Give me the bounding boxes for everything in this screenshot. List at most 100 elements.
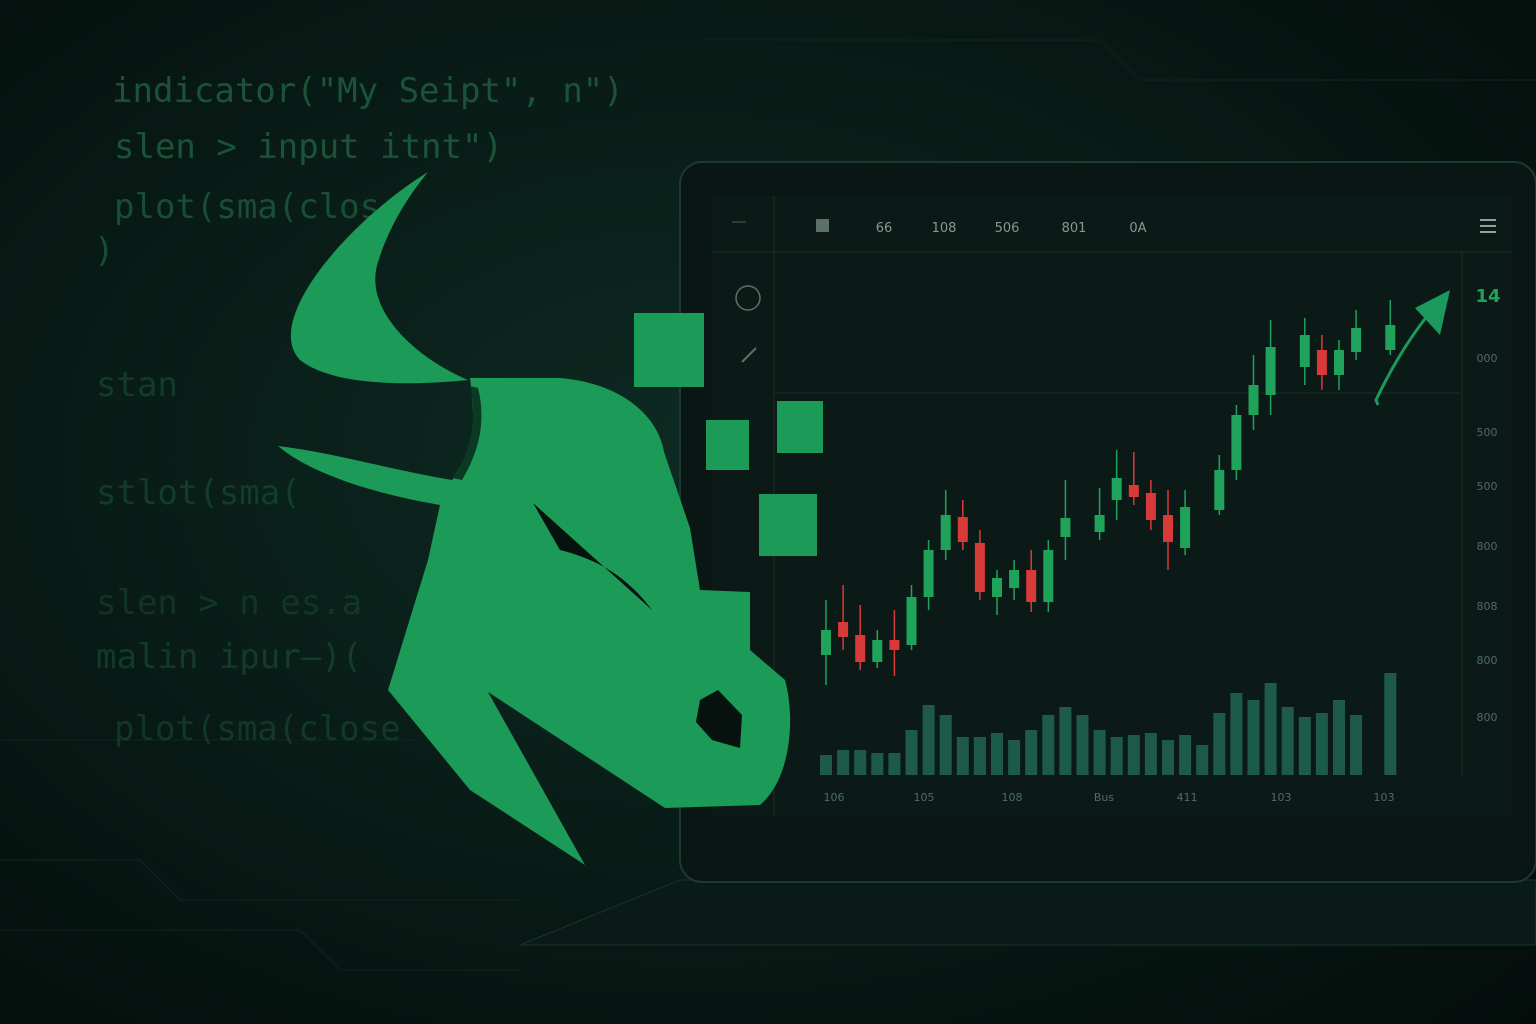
candle-body (821, 630, 831, 655)
toolbar: 66 108 506 801 0A (876, 221, 1147, 236)
volume-bar (1008, 740, 1021, 775)
toolbar-item[interactable]: 0A (1129, 221, 1146, 236)
candle-body (1214, 470, 1225, 510)
volume-bar (1076, 715, 1089, 775)
candle-body (923, 550, 934, 597)
candle-body (906, 597, 917, 645)
volume-bar (956, 737, 969, 775)
tool-icon[interactable] (741, 347, 757, 363)
volume-bar (820, 755, 832, 775)
volume-bar (1264, 683, 1277, 775)
volume-bar (1127, 735, 1140, 775)
volume-bar (1281, 707, 1294, 775)
volume-bar (1110, 737, 1123, 775)
volume-bar (1179, 735, 1192, 775)
candle-body (992, 578, 1002, 597)
axis-label: 800 (1477, 711, 1498, 724)
candle-body (1248, 385, 1259, 415)
candle-body (1299, 335, 1310, 367)
volume-bar (1333, 700, 1345, 775)
candle-body (1009, 570, 1020, 588)
volume-bar (905, 730, 918, 775)
volume-bar (973, 737, 986, 775)
candle-body (1145, 493, 1156, 520)
candle-body (1026, 570, 1037, 602)
axis-label: 808 (1477, 600, 1498, 613)
volume-bar (888, 753, 901, 775)
tool-icon[interactable] (735, 285, 761, 311)
axis-label: 800 (1477, 654, 1498, 667)
candle-body (1385, 325, 1396, 350)
x-axis-label: 105 (914, 791, 935, 804)
candle-body (1316, 350, 1327, 375)
axis-label: 800 (1477, 540, 1498, 553)
volume-bar (1230, 693, 1243, 775)
toolbar-item[interactable]: 108 (932, 221, 957, 236)
volume-bar (837, 750, 850, 775)
candle-body (1265, 347, 1276, 395)
axis-label: 000 (1477, 352, 1498, 365)
candle-body (855, 635, 866, 662)
candle-body (1043, 550, 1054, 602)
volume-bar (991, 733, 1003, 775)
bull-horn-shadow (452, 386, 482, 480)
code-line: malin ipur—)( (96, 637, 362, 677)
volume-bar (1059, 707, 1072, 775)
volume-bar (1247, 700, 1260, 775)
candle-body (1180, 507, 1191, 548)
x-axis-label: 103 (1374, 791, 1395, 804)
volume-bar (939, 715, 952, 775)
candle-body (957, 517, 968, 542)
volume-bar (854, 750, 867, 775)
code-line: ) (94, 231, 114, 271)
volume-bar (1350, 715, 1363, 775)
code-line: slen > n es.a (96, 583, 362, 623)
code-line: indicator("My Seipt", n") (112, 71, 624, 111)
volume-bar (922, 705, 935, 775)
candle-body (1163, 515, 1173, 542)
candle-body (1094, 515, 1105, 532)
candle-body (1111, 478, 1122, 500)
x-axis-label: 103 (1271, 791, 1292, 804)
bull-eye (533, 503, 652, 610)
x-axis-label: Bus (1094, 791, 1115, 804)
volume-bar (1025, 730, 1038, 775)
bull-nostril (696, 690, 742, 748)
price-label: 14 (1475, 286, 1500, 307)
toolbar-item[interactable]: 66 (876, 221, 893, 236)
code-line: stan (96, 365, 178, 405)
toolbar-item[interactable]: 801 (1062, 221, 1087, 236)
bull-logo (278, 172, 823, 865)
toolbar-item[interactable]: 506 (995, 221, 1020, 236)
volume-bar (1384, 673, 1397, 775)
trend-arrow (1374, 290, 1450, 406)
candle-body (974, 543, 985, 592)
volume-bar (1196, 745, 1209, 775)
candle-body (838, 622, 849, 637)
volume-bar (1298, 717, 1311, 775)
code-block: indicator("My Seipt", n") slen > input i… (94, 71, 624, 749)
candle-body (889, 640, 900, 650)
screen (712, 196, 1512, 816)
x-axis-label: 411 (1177, 791, 1198, 804)
volume-bar (1213, 713, 1226, 775)
candle-body (1334, 350, 1344, 375)
x-axis-label: 108 (1002, 791, 1023, 804)
volume-bar (1144, 733, 1157, 775)
candle-body (1060, 518, 1071, 537)
axis-label: 500 (1477, 426, 1498, 439)
toolbar-icon[interactable] (816, 219, 829, 232)
code-line: plot(sma(clos (114, 187, 380, 227)
candle-body (1128, 485, 1139, 497)
x-axis-label: 106 (824, 791, 845, 804)
volume-bar (1093, 730, 1106, 775)
menu-icon[interactable] (1480, 219, 1496, 233)
laptop-base (519, 879, 1536, 946)
volume-bar (1315, 713, 1328, 775)
axis-label: 500 (1477, 480, 1498, 493)
volume-bar (871, 753, 884, 775)
candle-body (872, 640, 883, 662)
candlestick-chart: 14 000 500 500 800 808 800 800 106 105 108 Bus 411 10… (820, 286, 1501, 804)
